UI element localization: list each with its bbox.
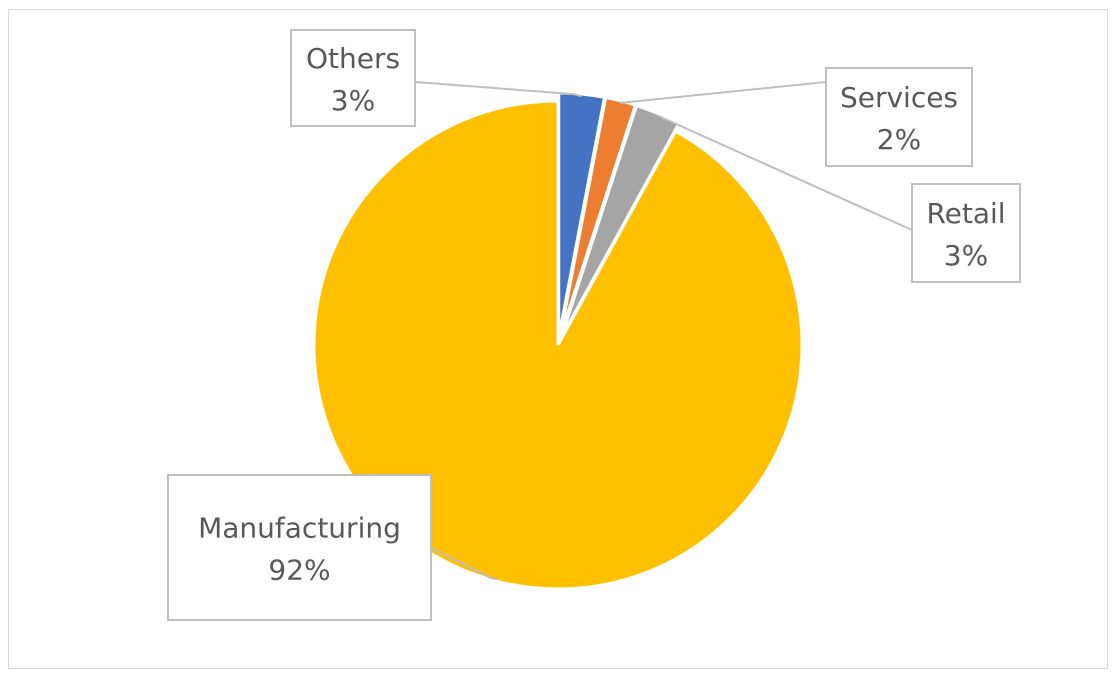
- pie-slices: [312, 91, 804, 591]
- leader-line-others: [414, 81, 582, 98]
- data-label-value-manufacturing: 92%: [268, 554, 330, 587]
- data-label-box-manufacturing: [167, 474, 432, 621]
- data-labels: Others 3% Services 2% Retail 3% Manufacturing 9…: [167, 29, 1021, 621]
- data-label-value-retail: 3%: [944, 239, 988, 272]
- data-label-value-services: 2%: [877, 123, 921, 156]
- pie-slice-retail: [559, 103, 681, 339]
- data-label-name-services: Services: [840, 81, 958, 114]
- leader-lines: [414, 81, 913, 581]
- data-label-box-others: [290, 29, 416, 127]
- data-label-value-others: 3%: [331, 84, 375, 117]
- data-label-name-others: Others: [306, 42, 400, 75]
- data-label-box-services: [825, 67, 973, 167]
- pie-slice-manufacturing: [312, 99, 804, 591]
- leader-line-retail: [656, 114, 913, 231]
- data-label-name-retail: Retail: [926, 197, 1005, 230]
- data-label-name-manufacturing: Manufacturing: [198, 512, 401, 545]
- leader-line-services: [620, 81, 827, 104]
- data-label-box-retail: [911, 183, 1021, 283]
- leader-line-manufacturing: [430, 547, 499, 581]
